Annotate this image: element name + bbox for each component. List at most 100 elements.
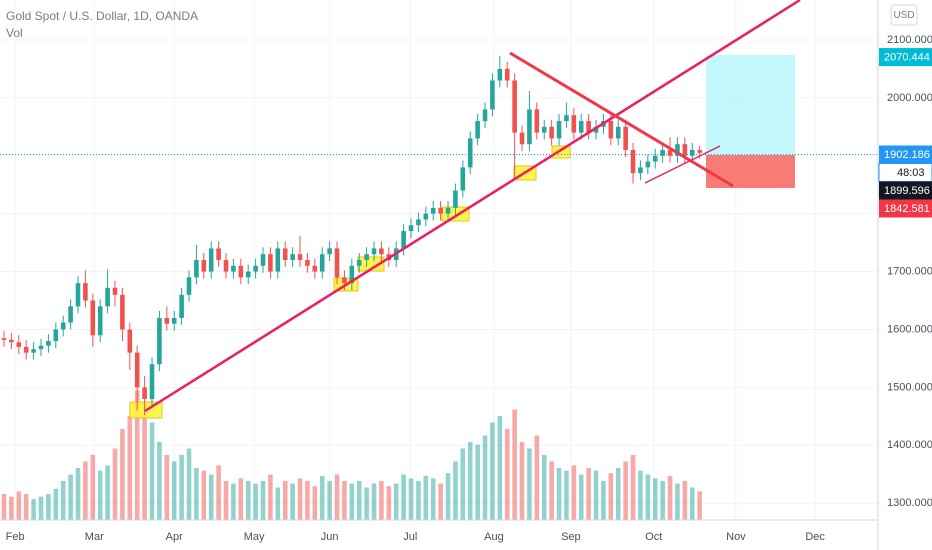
volume-bar [423, 475, 429, 520]
candle-body [549, 126, 554, 139]
volume-bar [682, 481, 688, 520]
price-tag [879, 199, 932, 218]
volume-bar [386, 486, 392, 520]
y-tick-label: 1400.000 [887, 439, 932, 451]
candle-body [268, 254, 273, 272]
price-tag [879, 145, 932, 164]
candle-body [564, 115, 569, 122]
volume-bar [445, 473, 451, 520]
stop-zone[interactable] [706, 155, 795, 188]
volume-bar [223, 481, 229, 520]
candle-body [423, 213, 429, 220]
volume-bar [75, 468, 81, 520]
candle-body [297, 254, 303, 260]
candle-body [356, 260, 362, 266]
volume-bar [652, 478, 658, 520]
candle-body [157, 317, 162, 365]
volume-bar [601, 481, 606, 520]
volume-bar [201, 470, 207, 520]
volume-bar [608, 473, 614, 520]
candle-body [319, 254, 325, 272]
volume-bar [312, 486, 318, 520]
volume-bar [512, 409, 517, 520]
candle-body [194, 260, 199, 278]
candle-body [179, 294, 184, 318]
target-zone[interactable] [706, 55, 795, 155]
candle-body [312, 265, 318, 272]
x-tick-label: Mar [85, 531, 104, 543]
x-tick-label: Nov [726, 531, 746, 543]
volume-bar [142, 403, 147, 520]
candle-body [482, 109, 488, 122]
volume-bar [697, 491, 702, 520]
candle-body [660, 149, 665, 156]
highlight-box[interactable] [551, 145, 571, 159]
price-tag-label: 1902.186 [884, 149, 930, 161]
candle-body [615, 126, 621, 139]
volume-bar [393, 483, 399, 520]
volume-bar [9, 496, 14, 520]
countdown: 48:03 [897, 167, 925, 179]
candle-body [1, 338, 7, 340]
candle-body [675, 144, 680, 156]
drawings [129, 55, 795, 419]
volume-bar [645, 474, 651, 520]
currency-button[interactable] [890, 4, 918, 26]
volume-bar [275, 487, 281, 520]
y-tick-label: 1600.000 [887, 323, 932, 335]
volume-bar [534, 435, 540, 520]
volume-bar [253, 483, 258, 520]
volume-bar [416, 481, 421, 520]
candle-body [164, 317, 170, 324]
currency[interactable]: USD [893, 10, 914, 21]
volume-bar [53, 488, 59, 520]
candle-body [216, 248, 221, 260]
volume-bar [216, 465, 221, 520]
candle-body [171, 317, 177, 324]
candle-body [504, 68, 510, 81]
candle-body [349, 265, 355, 284]
volume-bar [238, 478, 244, 520]
volume-bar [31, 499, 36, 520]
candle-body [623, 126, 628, 150]
candle-body [127, 329, 133, 353]
volume-bar [297, 478, 303, 520]
trend-lines [144, 0, 801, 413]
volume-bar [134, 390, 140, 520]
trend-line[interactable] [644, 145, 721, 184]
candle-body [9, 339, 14, 343]
volume-bar [527, 448, 532, 520]
candle-body [490, 80, 495, 110]
x-tick-label: May [244, 531, 265, 543]
volume-bar [364, 487, 369, 520]
y-tick-label: 1300.000 [887, 497, 932, 509]
volume-bar [356, 481, 362, 520]
candle-body [305, 260, 310, 266]
candle-body [120, 294, 125, 330]
trend-line[interactable] [144, 0, 801, 413]
y-tick-label: 2100.000 [887, 34, 932, 46]
price-tag [879, 181, 932, 200]
candle-body [186, 277, 192, 295]
volume-bar [564, 470, 569, 520]
volume-bar [105, 465, 110, 520]
candle-body [408, 225, 414, 232]
volume-bar [571, 465, 577, 520]
x-tick-label: Oct [645, 531, 662, 543]
volume-bar [268, 474, 273, 520]
price-tag-label: 2070.444 [884, 51, 930, 63]
candle-body [223, 260, 229, 272]
volume-bar [475, 444, 480, 520]
candle-body [97, 306, 103, 336]
trend-line[interactable] [509, 51, 734, 188]
candle-body [645, 161, 651, 168]
candle-body [438, 207, 443, 214]
candle-body [556, 121, 562, 139]
candle-body [31, 349, 36, 353]
candle-body [689, 149, 695, 156]
x-tick-label: Feb [6, 531, 25, 543]
candle-body [534, 109, 540, 133]
volume-bar [630, 455, 636, 520]
candle-body [68, 306, 73, 323]
